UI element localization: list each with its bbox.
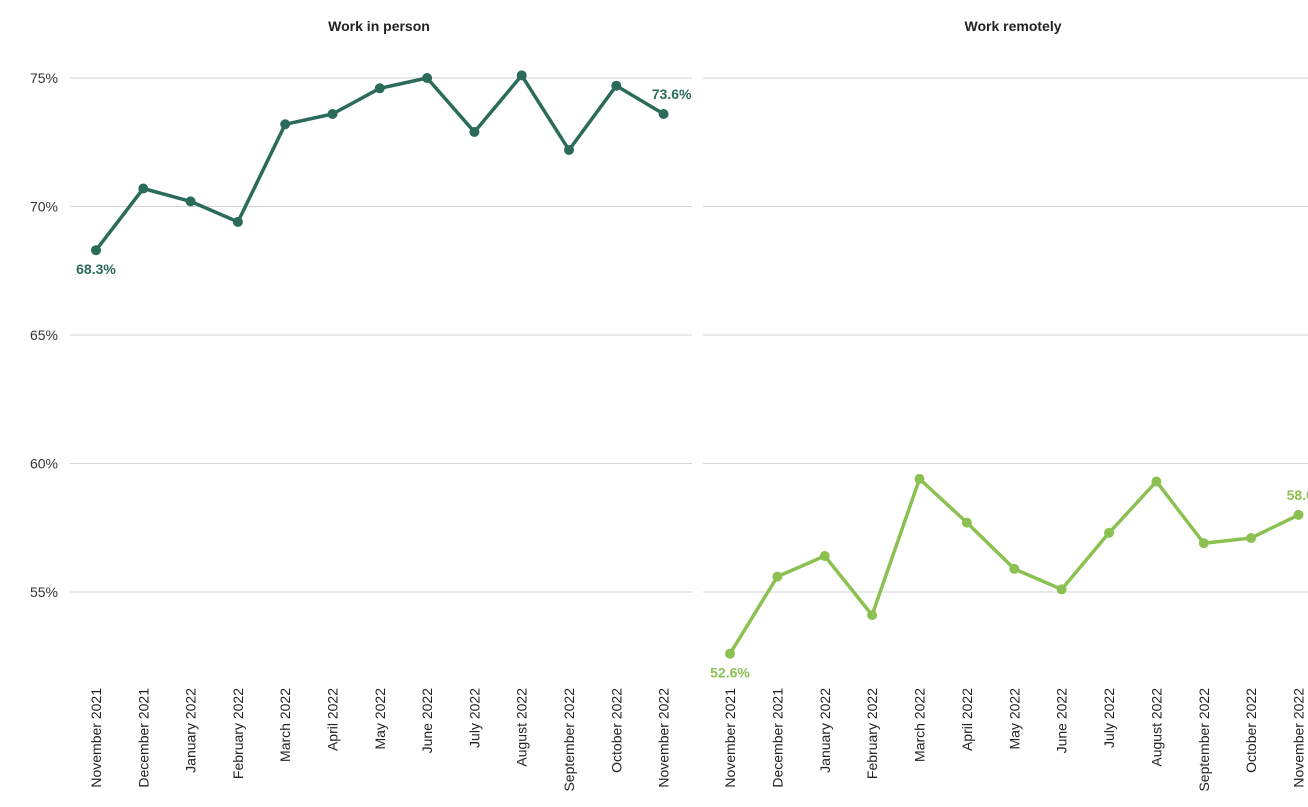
data-point <box>564 144 574 155</box>
series-work-in-person <box>91 70 669 256</box>
x-tick-label: February 2022 <box>864 688 880 779</box>
x-tick-label: October 2022 <box>1243 688 1259 773</box>
x-tick-label: May 2022 <box>372 688 388 750</box>
panel-work-in-person: Work in person 75% 70% 65% 60% 55% November … <box>30 18 692 792</box>
data-point <box>280 119 291 130</box>
x-tick-label: June 2022 <box>1054 688 1070 754</box>
data-point <box>1246 533 1257 544</box>
series-work-remotely <box>725 473 1304 659</box>
data-point <box>725 648 735 659</box>
x-tick-label: May 2022 <box>1006 688 1022 750</box>
x-tick-label: October 2022 <box>608 688 624 773</box>
y-tick-label: 70% <box>30 199 58 215</box>
data-point <box>327 108 338 119</box>
data-point <box>374 83 385 94</box>
x-tick-label: June 2022 <box>419 688 435 754</box>
data-label: 68.3% <box>76 261 116 277</box>
data-point <box>1056 584 1067 595</box>
x-tick-label: April 2022 <box>959 688 975 751</box>
data-point <box>516 70 527 81</box>
data-point <box>867 610 878 621</box>
x-tick-label: September 2022 <box>1196 688 1212 792</box>
y-tick-label: 60% <box>30 456 58 472</box>
x-tick-label: November 2022 <box>656 688 672 788</box>
data-point <box>138 183 149 194</box>
data-point <box>422 73 433 83</box>
data-point <box>819 551 830 562</box>
data-point <box>611 80 622 91</box>
y-axis-ticks: 75% 70% 65% 60% 55% <box>30 70 58 600</box>
data-point <box>1293 509 1304 520</box>
x-tick-label: January 2022 <box>183 688 199 773</box>
data-point <box>185 196 196 207</box>
data-point <box>914 473 925 484</box>
y-tick-label: 65% <box>30 327 58 343</box>
x-tick-label: August 2022 <box>1148 688 1164 767</box>
chart-title-work-in-person: Work in person <box>328 18 430 34</box>
x-tick-label: April 2022 <box>325 688 341 751</box>
x-tick-label: December 2021 <box>135 688 151 788</box>
x-tick-label: March 2022 <box>277 688 293 762</box>
data-point <box>772 571 783 582</box>
data-point <box>1009 563 1020 574</box>
data-point <box>1104 527 1114 538</box>
x-tick-label: November 2022 <box>1291 688 1307 788</box>
data-point <box>1198 538 1209 549</box>
x-tick-label: November 2021 <box>722 688 738 788</box>
series-line <box>94 73 666 252</box>
x-axis-ticks: November 2021 December 2021 January 2022 Fe… <box>88 688 672 792</box>
x-tick-label: August 2022 <box>514 688 530 767</box>
chart-title-work-remotely: Work remotely <box>965 18 1062 34</box>
y-tick-label: 55% <box>30 584 58 600</box>
data-point <box>469 126 480 137</box>
x-tick-label: December 2021 <box>769 688 785 788</box>
data-point <box>1151 476 1162 487</box>
x-tick-label: January 2022 <box>817 688 833 773</box>
x-tick-label: February 2022 <box>230 688 246 779</box>
data-labels: 68.3% 73.6% <box>76 86 692 277</box>
data-point <box>232 216 243 227</box>
data-label: 58.0% <box>1287 487 1308 503</box>
data-label: 73.6% <box>652 86 692 102</box>
x-tick-label: November 2021 <box>88 688 104 788</box>
data-labels: 52.6% 58.0% <box>710 487 1308 681</box>
x-tick-label: July 2022 <box>1101 688 1117 748</box>
data-point <box>658 108 669 119</box>
x-tick-label: March 2022 <box>912 688 928 762</box>
data-point <box>91 245 101 256</box>
x-axis-ticks: November 2021 December 2021 January 2022 Fe… <box>722 688 1307 792</box>
gridlines <box>703 77 1308 593</box>
data-point <box>961 517 972 528</box>
x-tick-label: September 2022 <box>561 688 577 792</box>
gridlines <box>70 77 692 593</box>
panel-work-remotely: Work remotely November 2021 December 2021… <box>703 18 1308 792</box>
data-label: 52.6% <box>710 665 750 681</box>
x-tick-label: July 2022 <box>466 688 482 748</box>
y-tick-label: 75% <box>30 70 58 86</box>
